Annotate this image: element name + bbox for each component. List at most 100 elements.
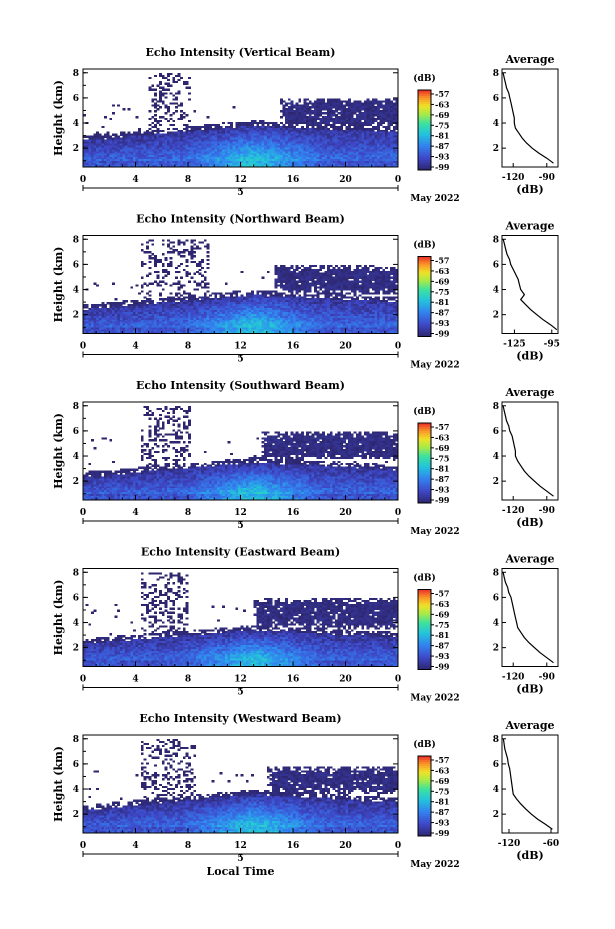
- echo-cell: [290, 129, 294, 132]
- echo-cell: [159, 74, 163, 78]
- echo-cell: [111, 133, 115, 136]
- echo-cell: [185, 82, 189, 85]
- echo-cell: [327, 118, 331, 121]
- echo-cell: [303, 141, 307, 144]
- echo-cell: [240, 313, 244, 317]
- echo-cell: [193, 149, 197, 152]
- echo-cell: [321, 133, 325, 136]
- echo-cell: [161, 100, 165, 103]
- echo-cell: [114, 157, 118, 160]
- echo-cell: [303, 110, 307, 113]
- echo-cell: [290, 143, 294, 146]
- echo-cell: [390, 106, 394, 109]
- echo-cell: [104, 311, 107, 315]
- echo-cell: [111, 157, 115, 160]
- echo-cell: [321, 159, 325, 162]
- echo-cell: [303, 151, 307, 154]
- echo-cell: [321, 100, 325, 103]
- echo-cell: [251, 327, 254, 330]
- echo-cell: [298, 129, 302, 132]
- echo-cell: [132, 317, 136, 321]
- echo-cell: [369, 163, 373, 166]
- echo-cell: [387, 145, 391, 148]
- echo-cell: [219, 311, 223, 315]
- echo-cell: [174, 306, 178, 309]
- echo-cell: [232, 163, 236, 166]
- echo-cell: [151, 153, 155, 156]
- echo-cell: [287, 123, 291, 127]
- echo-cell: [253, 161, 257, 164]
- echo-cell: [361, 121, 365, 125]
- echo-cell: [114, 161, 118, 164]
- echo-cell: [177, 118, 181, 121]
- echo-cell: [159, 119, 163, 123]
- echo-cell: [180, 323, 184, 326]
- echo-cell: [140, 276, 144, 279]
- echo-cell: [314, 139, 317, 142]
- echo-cell: [335, 119, 338, 123]
- echo-cell: [348, 119, 352, 123]
- echo-cell: [180, 327, 184, 330]
- echo-cell: [148, 311, 152, 315]
- echo-cell: [180, 284, 184, 287]
- echo-cell: [98, 319, 102, 322]
- colorbar-segment: [418, 102, 431, 105]
- echo-cell: [83, 319, 86, 322]
- echo-cell: [232, 143, 236, 146]
- echo-cell: [232, 151, 236, 154]
- echo-cell: [230, 311, 233, 315]
- echo-cell: [392, 139, 396, 142]
- echo-cell: [222, 143, 226, 146]
- echo-cell: [230, 129, 233, 132]
- echo-cell: [211, 302, 215, 305]
- echo-cell: [132, 302, 136, 305]
- echo-cell: [174, 155, 178, 158]
- echo-cell: [321, 102, 325, 105]
- echo-cell: [340, 116, 344, 119]
- echo-cell: [303, 114, 307, 117]
- echo-cell: [356, 155, 359, 158]
- echo-cell: [240, 294, 244, 297]
- echo-cell: [125, 159, 128, 162]
- echo-cell: [290, 165, 294, 168]
- echo-cell: [148, 317, 152, 321]
- echo-cell: [311, 151, 315, 154]
- echo-cell: [335, 131, 338, 134]
- echo-cell: [245, 296, 249, 299]
- echo-cell: [293, 149, 296, 152]
- echo-cell: [235, 300, 239, 303]
- echo-cell: [266, 165, 270, 168]
- colorbar-segment: [418, 166, 431, 169]
- echo-cell: [161, 302, 165, 305]
- echo-cell: [361, 104, 365, 107]
- echo-cell: [222, 319, 226, 322]
- echo-cell: [287, 288, 291, 291]
- echo-cell: [90, 311, 94, 315]
- echo-cell: [321, 165, 325, 168]
- echo-cell: [188, 125, 191, 129]
- echo-cell: [214, 323, 218, 326]
- echo-cell: [282, 284, 286, 287]
- echo-cell: [135, 325, 139, 328]
- echo-cell: [177, 306, 181, 309]
- echo-cell: [177, 147, 181, 150]
- echo-cell: [350, 155, 354, 158]
- echo-cell: [395, 163, 399, 166]
- echo-cell: [167, 72, 170, 76]
- echo-cell: [356, 121, 359, 125]
- echo-cell: [264, 153, 268, 156]
- echo-cell: [174, 311, 178, 315]
- echo-cell: [159, 284, 163, 287]
- echo-cell: [379, 143, 383, 146]
- echo-cell: [180, 251, 184, 254]
- echo-cell: [93, 304, 97, 307]
- echo-cell: [248, 161, 252, 164]
- echo-cell: [190, 247, 194, 250]
- echo-cell: [109, 319, 113, 322]
- echo-cell: [161, 139, 165, 142]
- echo-cell: [203, 161, 207, 164]
- echo-cell: [227, 163, 231, 166]
- echo-cell: [329, 153, 333, 156]
- echo-cell: [101, 325, 105, 328]
- echo-cell: [332, 131, 336, 134]
